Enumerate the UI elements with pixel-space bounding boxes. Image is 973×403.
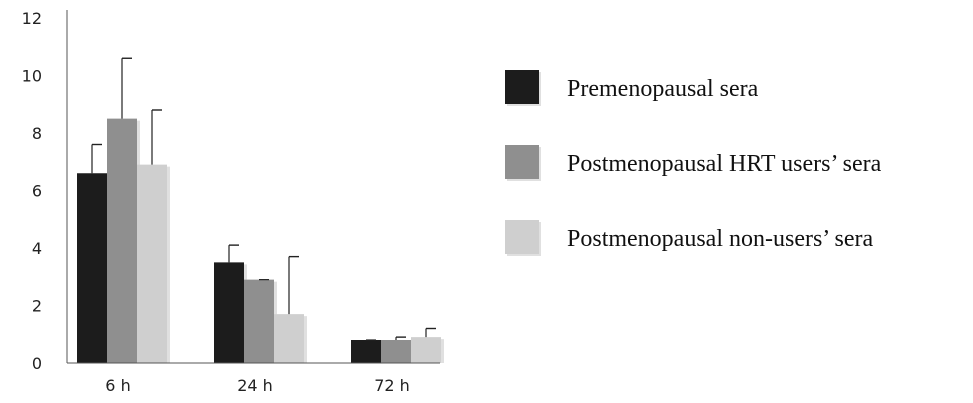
legend-swatch bbox=[505, 220, 539, 254]
y-tick-label: 12 bbox=[22, 9, 42, 28]
y-tick-label: 4 bbox=[32, 239, 42, 258]
y-tick-label: 8 bbox=[32, 124, 42, 143]
bar bbox=[274, 314, 304, 363]
legend-swatch bbox=[505, 145, 539, 179]
bar bbox=[214, 262, 244, 363]
bar bbox=[351, 340, 381, 363]
legend-label: Postmenopausal HRT users’ sera bbox=[567, 151, 882, 177]
legend-swatch bbox=[505, 70, 539, 104]
y-tick-label: 6 bbox=[32, 182, 42, 201]
x-tick-label: 24 h bbox=[237, 376, 273, 395]
y-tick-label: 2 bbox=[32, 297, 42, 316]
bar bbox=[77, 173, 107, 363]
legend-label: Premenopausal sera bbox=[567, 76, 759, 102]
y-tick-label: 10 bbox=[22, 67, 42, 86]
bar bbox=[381, 340, 411, 363]
y-axis: 0 2 4 6 8 10 12 bbox=[22, 9, 68, 373]
y-tick-label: 0 bbox=[32, 354, 42, 373]
bar bbox=[411, 337, 441, 363]
bar bbox=[137, 164, 167, 363]
bar bbox=[107, 118, 137, 363]
legend: Premenopausal sera Postmenopausal HRT use… bbox=[505, 70, 882, 256]
bar bbox=[244, 279, 274, 363]
error-bars bbox=[91, 57, 436, 341]
x-tick-label: 72 h bbox=[374, 376, 410, 395]
legend-label: Postmenopausal non-users’ sera bbox=[567, 226, 874, 252]
x-tick-label: 6 h bbox=[105, 376, 130, 395]
x-axis: 6 h 24 h 72 h bbox=[67, 362, 440, 395]
bars bbox=[77, 118, 444, 363]
